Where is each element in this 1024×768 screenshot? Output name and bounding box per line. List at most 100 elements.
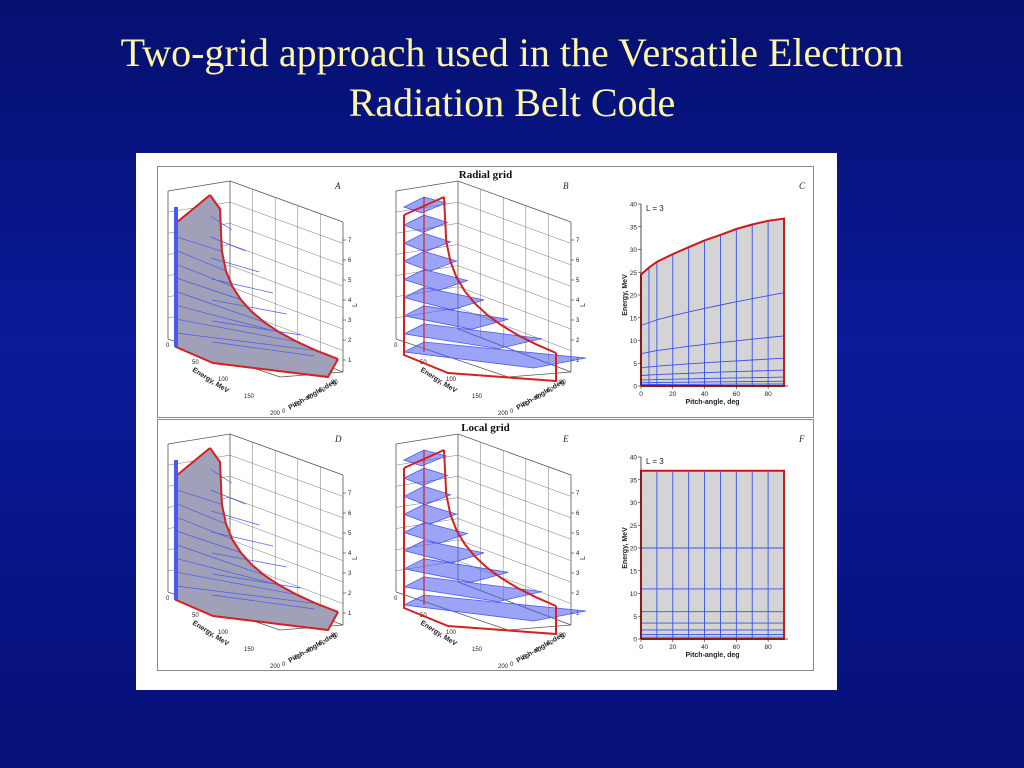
l-tick-label: 4 — [348, 298, 352, 304]
panel-label: B — [563, 181, 569, 191]
boundary-curve — [443, 196, 557, 354]
grid-plane — [402, 503, 458, 525]
mesh-line — [177, 305, 280, 333]
grid-energy-line — [640, 369, 785, 376]
l-axis-label: L — [352, 303, 359, 307]
pitch-tick-label: 40 — [307, 648, 314, 654]
mesh-line — [211, 510, 260, 526]
mesh-line — [176, 250, 227, 272]
y-tick-label: 30 — [630, 247, 638, 254]
mesh-line — [176, 264, 233, 287]
wall-gridline — [229, 454, 344, 497]
mesh-line — [176, 530, 241, 553]
mesh-line — [176, 236, 223, 252]
wall-gridline — [229, 223, 344, 266]
x-tick-label: 20 — [669, 391, 677, 398]
l-tick-label: 1 — [576, 611, 580, 617]
wall-gridline — [229, 286, 344, 330]
mesh-line — [176, 517, 233, 540]
y-axis-label: Energy, MeV — [622, 274, 629, 316]
annotation-l3: L = 3 — [646, 204, 664, 213]
x-axis-label: Pitch-angle, deg — [685, 652, 739, 659]
mesh-line — [211, 531, 274, 547]
grid-plane — [403, 485, 452, 506]
x-tick-label: 80 — [764, 391, 772, 398]
grid-energy-line — [640, 292, 785, 326]
l-tick-label: 3 — [576, 318, 580, 324]
l-tick-label: 6 — [576, 258, 580, 264]
mesh-line — [177, 585, 317, 604]
mesh-line — [211, 278, 274, 294]
panel-c: 0 5 10 15 20 25 30 35 40 0 20 40 60 80 Pitch-angle, de… — [622, 181, 806, 406]
energy-tick-label: 0 — [166, 343, 170, 349]
wall-gridline — [457, 476, 572, 519]
l-tick-label: 3 — [348, 318, 352, 324]
wall-gridline — [457, 265, 572, 308]
mesh-line — [212, 573, 301, 589]
grid-plane — [402, 594, 587, 622]
l-tick-label: 6 — [348, 511, 352, 517]
energy-tick-label: 50 — [192, 360, 199, 366]
wall-gridline — [229, 518, 344, 561]
energy-tick-label: 200 — [498, 411, 509, 417]
pitch-tick-label: 40 — [535, 395, 542, 401]
energy-tick-label: 200 — [270, 411, 281, 417]
l-tick-label: 7 — [576, 238, 580, 244]
energy-tick-label: 150 — [244, 647, 255, 653]
grid-energy-line — [640, 380, 785, 384]
pitch-tick-label: 80 — [331, 380, 338, 386]
energy-tick-label: 200 — [498, 664, 509, 670]
l-tick-label: 2 — [576, 591, 580, 597]
mesh-line — [177, 332, 317, 351]
l-tick-label: 3 — [576, 571, 580, 577]
mesh-line — [211, 299, 287, 315]
mesh-line — [177, 558, 280, 586]
domain-fill — [641, 470, 784, 639]
grid-surface — [176, 448, 338, 630]
title-line-2: Radiation Belt Code — [348, 80, 676, 125]
y-tick-label: 0 — [633, 637, 637, 644]
grid-plane — [402, 576, 542, 603]
l-tick-label: 4 — [576, 298, 580, 304]
y-tick-label: 35 — [630, 477, 638, 484]
mesh-line — [210, 236, 246, 252]
boundary-top — [175, 447, 211, 477]
x-tick-label: 0 — [639, 391, 643, 398]
grid-plane — [402, 250, 458, 272]
l-tick-label: 7 — [348, 491, 352, 497]
domain-boundary — [640, 217, 785, 387]
pitch-axis-label: Pitch-angle, deg — [288, 379, 338, 412]
x-tick-label: 60 — [733, 391, 741, 398]
x-tick-label: 40 — [701, 391, 709, 398]
title-line-1: Two-grid approach used in the Versatile … — [120, 30, 904, 75]
x-tick-label: 20 — [669, 644, 677, 651]
y-tick-label: 15 — [630, 315, 638, 322]
energy-tick-label: 50 — [192, 613, 199, 619]
l-tick-label: 4 — [576, 551, 580, 557]
pitch-tick-label: 0 — [510, 662, 514, 668]
y-axis-label: Energy, MeV — [622, 527, 629, 569]
pitch-tick-label: 80 — [559, 633, 566, 639]
y-tick-label: 35 — [630, 224, 638, 231]
l-tick-label: 1 — [576, 358, 580, 364]
x-axis-label: Pitch-angle, deg — [685, 399, 739, 406]
y-tick-label: 10 — [630, 591, 638, 598]
panel-label: D — [334, 434, 342, 444]
wall-gridline — [457, 454, 572, 497]
local-grid-row: Local grid D 1 2 3 4 5 6 7 L 0 50 100 150 200 Energy, … — [157, 419, 814, 671]
l-tick-label: 6 — [348, 258, 352, 264]
pitch-tick-label: 80 — [331, 633, 338, 639]
pitch-axis-label: Pitch-angle, deg — [516, 379, 566, 412]
l-tick-label: 7 — [348, 238, 352, 244]
pitch-tick-label: 0 — [510, 409, 514, 415]
mesh-line — [176, 291, 265, 323]
pitch-tick-label: 60 — [319, 640, 326, 646]
mesh-line — [210, 489, 246, 505]
pitch-tick-label: 20 — [294, 402, 301, 408]
energy-tick-label: 200 — [270, 664, 281, 670]
panel-label: E — [562, 434, 569, 444]
x-tick-label: 80 — [764, 644, 772, 651]
annotation-l3: L = 3 — [646, 457, 664, 466]
